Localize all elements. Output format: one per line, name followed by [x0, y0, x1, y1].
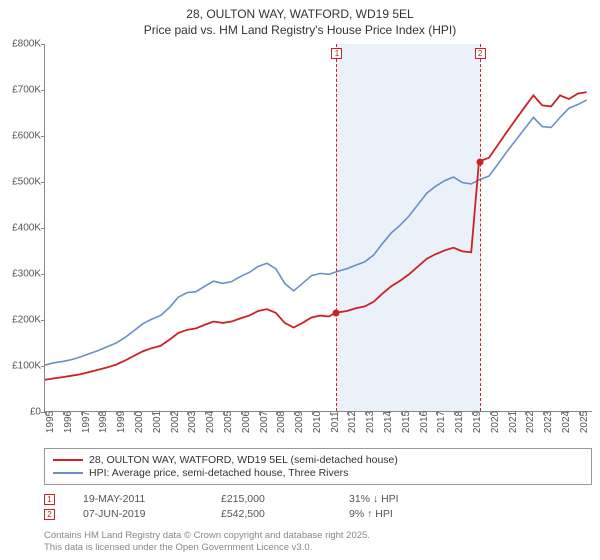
plot-area: £0£100K£200K£300K£400K£500K£600K£700K£80… — [44, 44, 592, 412]
xtick-label: 2012 — [347, 411, 358, 433]
ytick-label: £500K — [1, 177, 41, 188]
xtick-label: 2007 — [259, 411, 270, 433]
ytick-label: £100K — [1, 361, 41, 372]
attribution-text: Contains HM Land Registry data © Crown c… — [44, 530, 370, 554]
legend-row: 28, OULTON WAY, WATFORD, WD19 5EL (semi-… — [53, 454, 583, 466]
xtick-label: 2018 — [454, 411, 465, 433]
xtick-label: 2006 — [241, 411, 252, 433]
legend-label: HPI: Average price, semi-detached house,… — [89, 467, 348, 479]
sales-row: 2 07-JUN-2019 £542,500 9% ↑ HPI — [44, 508, 592, 520]
xtick-label: 2016 — [419, 411, 430, 433]
attribution-line-1: Contains HM Land Registry data © Crown c… — [44, 530, 370, 542]
sale-price: £542,500 — [221, 508, 321, 520]
xtick-label: 2017 — [436, 411, 447, 433]
ytick-label: £400K — [1, 223, 41, 234]
chart-container: 28, OULTON WAY, WATFORD, WD19 5EL Price … — [0, 0, 600, 560]
xtick-label: 2022 — [525, 411, 536, 433]
series-svg — [45, 44, 592, 411]
xtick-label: 2003 — [187, 411, 198, 433]
xtick-label: 2008 — [276, 411, 287, 433]
sale-marker-box: 1 — [331, 48, 342, 59]
xtick-label: 2020 — [490, 411, 501, 433]
ytick-label: £800K — [1, 39, 41, 50]
xtick-label: 1999 — [116, 411, 127, 433]
sale-marker-icon: 2 — [44, 509, 55, 520]
title-line-1: 28, OULTON WAY, WATFORD, WD19 5EL — [0, 6, 600, 22]
xtick-label: 1996 — [63, 411, 74, 433]
xtick-label: 2019 — [472, 411, 483, 433]
xtick-label: 2001 — [152, 411, 163, 433]
title-line-2: Price paid vs. HM Land Registry's House … — [0, 22, 600, 38]
sale-delta: 31% ↓ HPI — [349, 493, 459, 505]
title-block: 28, OULTON WAY, WATFORD, WD19 5EL Price … — [0, 0, 600, 38]
legend-row: HPI: Average price, semi-detached house,… — [53, 467, 583, 479]
sales-row: 1 19-MAY-2011 £215,000 31% ↓ HPI — [44, 493, 592, 505]
ytick-label: £0 — [1, 407, 41, 418]
sale-marker-icon: 1 — [44, 494, 55, 505]
xtick-label: 2010 — [312, 411, 323, 433]
xtick-label: 2023 — [543, 411, 554, 433]
ytick-label: £200K — [1, 315, 41, 326]
xtick-label: 2005 — [223, 411, 234, 433]
sale-marker-vline — [336, 44, 337, 411]
sale-marker-dot — [333, 310, 340, 317]
sale-date: 07-JUN-2019 — [83, 508, 193, 520]
xtick-label: 2004 — [205, 411, 216, 433]
xtick-label: 2011 — [330, 411, 341, 433]
xtick-label: 2009 — [294, 411, 305, 433]
series-line-hpi — [45, 100, 587, 365]
xtick-label: 2015 — [401, 411, 412, 433]
legend-swatch-hpi — [53, 472, 83, 474]
legend-label: 28, OULTON WAY, WATFORD, WD19 5EL (semi-… — [89, 454, 398, 466]
sales-table: 1 19-MAY-2011 £215,000 31% ↓ HPI 2 07-JU… — [44, 490, 592, 523]
ytick-label: £300K — [1, 269, 41, 280]
xtick-label: 2021 — [508, 411, 519, 433]
legend-swatch-price-paid — [53, 459, 83, 461]
legend-box: 28, OULTON WAY, WATFORD, WD19 5EL (semi-… — [44, 448, 592, 485]
xtick-label: 2002 — [170, 411, 181, 433]
sale-marker-box: 2 — [475, 48, 486, 59]
ytick-label: £700K — [1, 85, 41, 96]
xtick-label: 2000 — [134, 411, 145, 433]
sale-price: £215,000 — [221, 493, 321, 505]
xtick-label: 2025 — [579, 411, 590, 433]
attribution-line-2: This data is licensed under the Open Gov… — [44, 542, 370, 554]
xtick-label: 1998 — [98, 411, 109, 433]
xtick-label: 1995 — [45, 411, 56, 433]
xtick-label: 2014 — [383, 411, 394, 433]
sale-delta: 9% ↑ HPI — [349, 508, 459, 520]
sale-marker-vline — [480, 44, 481, 411]
xtick-label: 1997 — [81, 411, 92, 433]
ytick-label: £600K — [1, 131, 41, 142]
xtick-label: 2013 — [365, 411, 376, 433]
sale-marker-dot — [476, 159, 483, 166]
xtick-label: 2024 — [561, 411, 572, 433]
sale-date: 19-MAY-2011 — [83, 493, 193, 505]
